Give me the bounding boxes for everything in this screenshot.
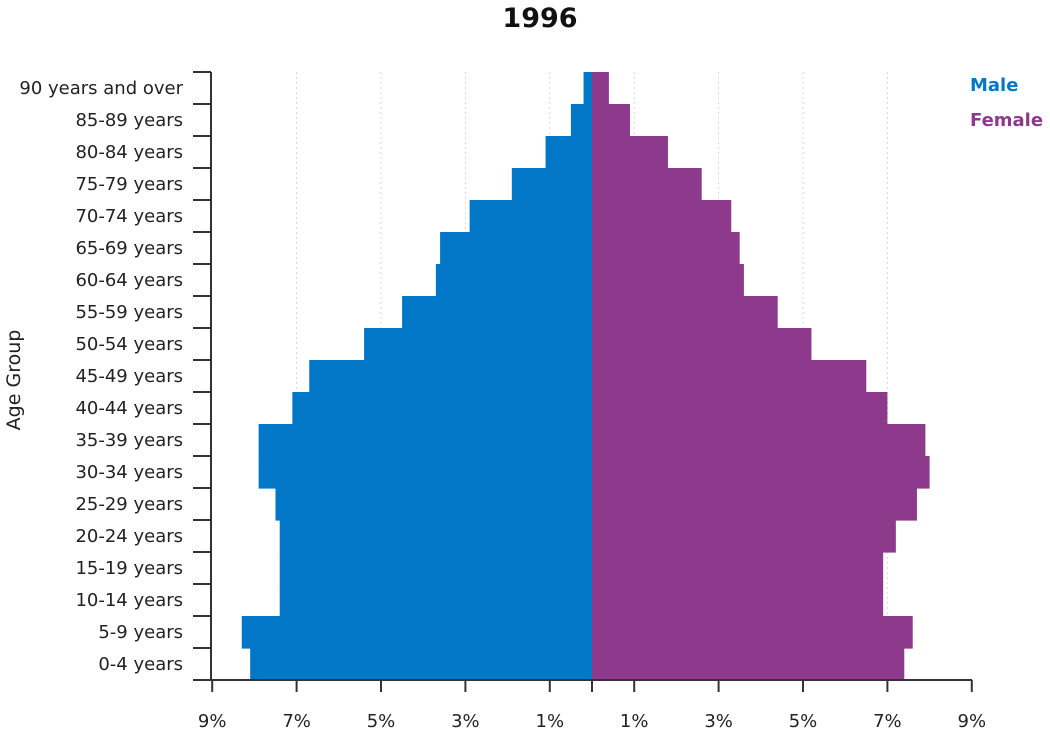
bar-female-3: [592, 552, 884, 585]
bar-male-5: [275, 488, 592, 521]
x-tick-label-3: 3%: [451, 711, 480, 732]
axis-layer: [193, 71, 973, 692]
category-label-4: 20-24 years: [75, 526, 183, 547]
bar-female-4: [592, 520, 896, 553]
bar-female-11: [592, 296, 778, 329]
bar-female-1: [592, 616, 913, 649]
bar-female-13: [592, 232, 740, 265]
bar-female-0: [592, 648, 905, 681]
legend-item-female: Female: [970, 110, 1043, 131]
bar-female-15: [592, 168, 702, 201]
category-label-16: 80-84 years: [75, 142, 183, 163]
bar-female-18: [592, 72, 609, 105]
category-label-3: 15-19 years: [75, 558, 183, 579]
bar-female-8: [592, 392, 888, 425]
legend: Male Female: [970, 75, 1043, 131]
x-tick-label-4: 1%: [536, 711, 565, 732]
bar-male-3: [279, 552, 592, 585]
bar-female-6: [592, 456, 930, 489]
category-label-13: 65-69 years: [75, 238, 183, 259]
bar-male-1: [241, 616, 593, 649]
bar-male-14: [469, 200, 592, 233]
bar-male-8: [292, 392, 592, 425]
category-label-11: 55-59 years: [75, 302, 183, 323]
category-label-5: 25-29 years: [75, 494, 183, 515]
category-label-7: 35-39 years: [75, 430, 183, 451]
chart-title: 1996: [502, 3, 577, 34]
x-tick-label-0: 9%: [198, 711, 227, 732]
x-tick-label-6: 3%: [704, 711, 733, 732]
bar-female-10: [592, 328, 812, 361]
x-tick-label-5: 1%: [620, 711, 649, 732]
category-label-14: 70-74 years: [75, 206, 183, 227]
bar-male-0: [250, 648, 592, 681]
bar-male-10: [364, 328, 592, 361]
category-label-17: 85-89 years: [75, 110, 183, 131]
bar-male-2: [279, 584, 592, 617]
category-label-15: 75-79 years: [75, 174, 183, 195]
category-label-9: 45-49 years: [75, 366, 183, 387]
bar-male-11: [402, 296, 592, 329]
bar-male-15: [511, 168, 592, 201]
bar-female-7: [592, 424, 926, 457]
category-label-12: 60-64 years: [75, 270, 183, 291]
x-tick-label-8: 7%: [873, 711, 902, 732]
category-label-18: 90 years and over: [19, 78, 183, 99]
x-tick-label-7: 5%: [789, 711, 818, 732]
bar-male-9: [309, 360, 592, 393]
bar-male-6: [258, 456, 592, 489]
category-label-6: 30-34 years: [75, 462, 183, 483]
bar-male-16: [545, 136, 592, 169]
bar-male-4: [279, 520, 592, 553]
bar-female-9: [592, 360, 867, 393]
category-label-0: 0-4 years: [98, 654, 183, 675]
bar-male-18: [583, 72, 592, 105]
bar-male-12: [435, 264, 592, 297]
legend-item-male: Male: [970, 75, 1018, 96]
x-tick-label-2: 5%: [367, 711, 396, 732]
category-label-2: 10-14 years: [75, 590, 183, 611]
x-tick-label-1: 7%: [282, 711, 311, 732]
y-axis-title: Age Group: [3, 330, 25, 431]
bar-female-5: [592, 488, 917, 521]
bars-layer: [241, 72, 930, 681]
bar-female-16: [592, 136, 668, 169]
category-label-8: 40-44 years: [75, 398, 183, 419]
bar-male-7: [258, 424, 592, 457]
category-label-10: 50-54 years: [75, 334, 183, 355]
category-label-1: 5-9 years: [98, 622, 183, 643]
labels-layer: 0-4 years 5-9 years 10-14 years 15-19 years…: [19, 78, 986, 732]
bar-male-17: [570, 104, 592, 137]
bar-female-14: [592, 200, 732, 233]
bar-female-12: [592, 264, 744, 297]
bar-female-2: [592, 584, 884, 617]
x-tick-label-9: 9%: [958, 711, 987, 732]
bar-male-13: [440, 232, 592, 265]
bar-female-17: [592, 104, 630, 137]
